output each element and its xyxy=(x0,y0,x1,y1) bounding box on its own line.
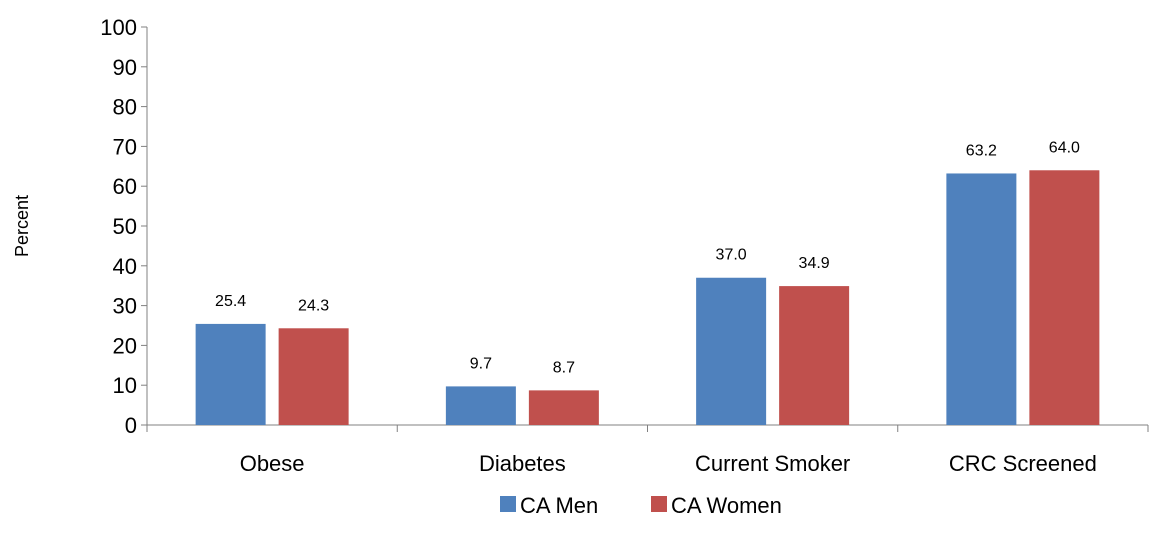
data-label: 34.9 xyxy=(799,255,830,272)
y-tick-label: 70 xyxy=(113,134,137,159)
legend: CA Men CA Women xyxy=(500,493,782,518)
bar xyxy=(1029,170,1100,425)
y-tick-label: 90 xyxy=(113,55,137,80)
bar xyxy=(278,328,349,425)
data-label: 37.0 xyxy=(716,247,747,264)
data-label: 9.7 xyxy=(470,355,492,372)
x-category-label: Current Smoker xyxy=(695,451,850,476)
y-tick-label: 60 xyxy=(113,174,137,199)
x-category-label: Obese xyxy=(240,451,305,476)
bar xyxy=(528,390,599,425)
plot-area: 0 10 20 30 40 50 60 70 80 90 100 25.4 24.3 Obese 9.7 8.… xyxy=(100,15,1149,476)
bar xyxy=(696,277,767,425)
y-tick-label: 100 xyxy=(100,15,137,40)
bar xyxy=(445,386,516,425)
y-tick-label: 80 xyxy=(113,95,137,120)
data-label: 8.7 xyxy=(553,359,575,376)
y-tick-label: 40 xyxy=(113,254,137,279)
y-axis-title: Percent xyxy=(12,195,32,257)
data-label: 63.2 xyxy=(966,142,997,159)
legend-label: CA Women xyxy=(671,493,782,518)
data-label: 24.3 xyxy=(298,297,329,314)
bar xyxy=(195,323,266,425)
y-tick-label: 10 xyxy=(113,373,137,398)
legend-label: CA Men xyxy=(520,493,598,518)
y-tick-label: 0 xyxy=(125,413,137,438)
x-category-label: CRC Screened xyxy=(949,451,1097,476)
bar xyxy=(946,173,1017,425)
bar xyxy=(779,286,850,425)
y-tick-label: 30 xyxy=(113,294,137,319)
data-label: 64.0 xyxy=(1049,139,1080,156)
legend-swatch xyxy=(500,496,516,512)
y-tick-label: 20 xyxy=(113,333,137,358)
y-tick-label: 50 xyxy=(113,214,137,239)
data-label: 25.4 xyxy=(215,293,246,310)
legend-swatch xyxy=(651,496,667,512)
x-category-label: Diabetes xyxy=(479,451,566,476)
